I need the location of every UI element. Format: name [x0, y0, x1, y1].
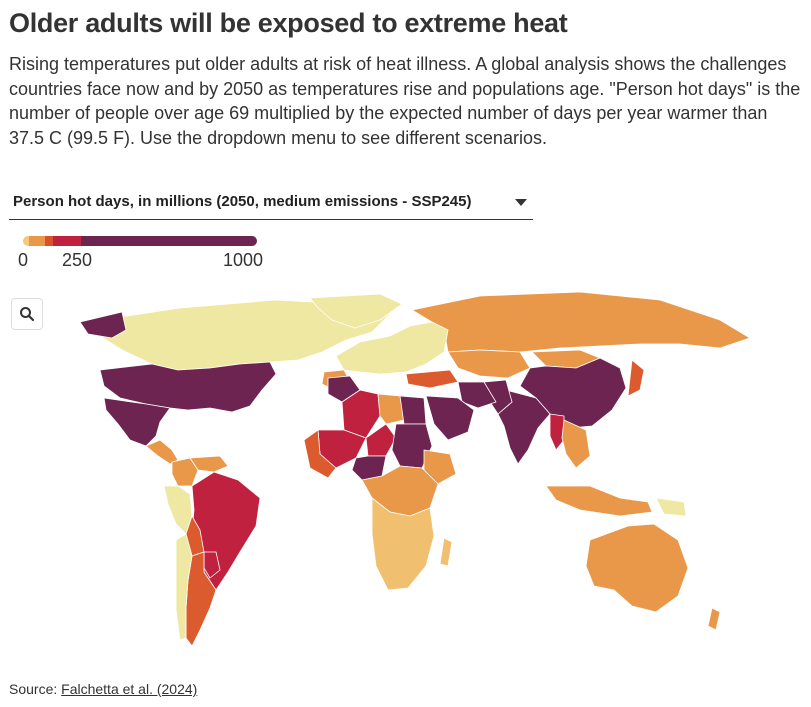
map-region-greenland[interactable]	[309, 293, 403, 329]
page-subtitle: Rising temperatures put older adults at …	[9, 54, 801, 148]
map-region-papua-new-guinea[interactable]	[655, 497, 687, 517]
world-map	[79, 291, 751, 647]
map-region-australia[interactable]	[585, 523, 689, 613]
map-region-madagascar[interactable]	[439, 537, 453, 567]
map-region-southeast-asia[interactable]	[561, 419, 591, 469]
map-region-mexico[interactable]	[103, 397, 171, 447]
page-title: Older adults will be exposed to extreme …	[9, 8, 568, 38]
map-region-peru[interactable]	[163, 485, 193, 535]
map-region-indonesia[interactable]	[545, 485, 653, 517]
map-region-venezuela[interactable]	[189, 455, 229, 473]
map-region-niger[interactable]	[365, 423, 397, 457]
source-link[interactable]: Falchetta et al. (2024)	[61, 681, 198, 697]
map-region-chile[interactable]	[175, 533, 193, 641]
map-region-europe[interactable]	[335, 321, 449, 375]
map-region-iran[interactable]	[457, 381, 497, 409]
map-region-alaska[interactable]	[79, 311, 127, 339]
legend-swatch-5	[81, 236, 257, 246]
legend-swatch-1	[23, 236, 29, 246]
map-region-japan[interactable]	[627, 359, 645, 397]
scenario-dropdown[interactable]: Person hot days, in millions (2050, medi…	[9, 190, 533, 220]
map-region-new-zealand[interactable]	[707, 607, 721, 631]
color-legend: 0 250 1000	[14, 236, 284, 276]
map-region-egypt[interactable]	[399, 395, 427, 425]
chevron-down-icon[interactable]	[515, 199, 527, 206]
map-region-ethiopia[interactable]	[423, 449, 457, 485]
source-prefix: Source:	[9, 681, 62, 697]
legend-swatch-4	[53, 236, 81, 246]
map-search-button[interactable]	[11, 298, 43, 330]
map-region-libya[interactable]	[377, 393, 405, 425]
map-regions	[79, 291, 751, 647]
map-region-turkey[interactable]	[405, 369, 459, 389]
map-region-saudi-arabia[interactable]	[425, 395, 475, 441]
dropdown-selected-value: Person hot days, in millions (2050, medi…	[13, 193, 472, 210]
legend-tick-mid: 250	[62, 250, 93, 270]
map-region-west-africa-coast[interactable]	[303, 429, 337, 479]
legend-tick-min: 0	[18, 250, 29, 270]
map-region-central-america[interactable]	[145, 439, 179, 465]
map-region-united-states[interactable]	[99, 361, 277, 413]
magnifier-icon	[20, 307, 35, 322]
legend-swatch-3	[45, 236, 53, 246]
legend-swatch-2	[29, 236, 45, 246]
source-note: Source: Falchetta et al. (2024)	[9, 681, 197, 697]
legend-tick-max: 1000	[223, 250, 264, 270]
map-region-kazakhstan[interactable]	[447, 349, 531, 379]
map-region-russia[interactable]	[411, 291, 751, 353]
map-region-myanmar[interactable]	[549, 413, 565, 451]
map-region-southern-africa[interactable]	[371, 497, 435, 591]
legend-color-bar	[23, 236, 257, 246]
